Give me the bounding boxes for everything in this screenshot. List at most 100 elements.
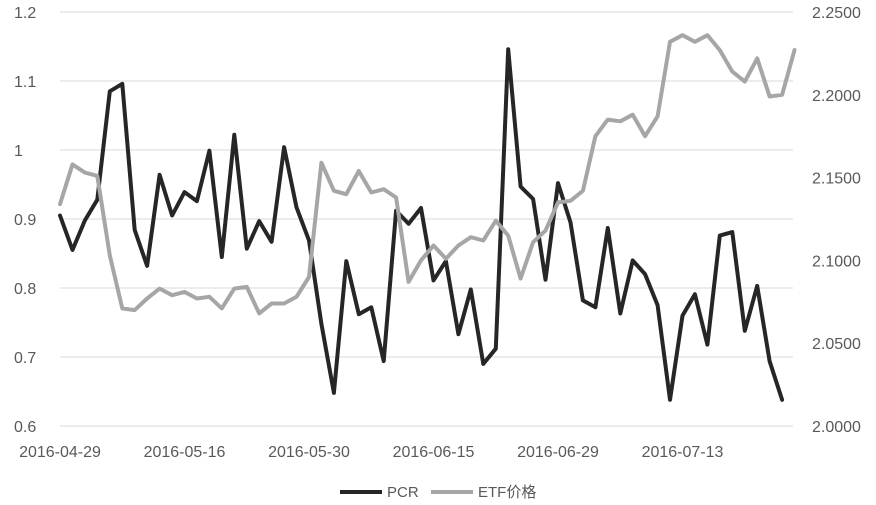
x-tick-label: 2016-05-16 — [144, 444, 226, 461]
data-point — [483, 240, 484, 241]
y-right-tick-label: 2.2500 — [812, 5, 861, 22]
data-point — [408, 281, 409, 282]
data-point — [246, 248, 247, 249]
data-point — [97, 199, 98, 200]
data-point — [744, 330, 745, 331]
data-point — [732, 71, 733, 72]
data-point — [196, 298, 197, 299]
data-point — [445, 258, 446, 259]
gridlines — [60, 11, 793, 427]
data-point — [558, 202, 559, 203]
data-point — [694, 41, 695, 42]
y-right-tick-label: 2.0000 — [812, 419, 861, 436]
y-left-tick-label: 1.2 — [14, 5, 36, 22]
data-point — [184, 192, 185, 193]
data-point — [607, 119, 608, 120]
data-point — [147, 265, 148, 266]
data-point — [259, 313, 260, 314]
data-point — [221, 308, 222, 309]
data-point — [109, 255, 110, 256]
legend-label: PCR — [387, 484, 419, 501]
data-point — [570, 222, 571, 223]
data-point — [769, 96, 770, 97]
y-left-tick-label: 0.9 — [14, 212, 36, 229]
data-point — [470, 289, 471, 290]
data-point — [782, 94, 783, 95]
data-point — [296, 296, 297, 297]
data-point — [172, 295, 173, 296]
data-point — [122, 83, 123, 84]
data-point — [794, 50, 795, 51]
data-point — [719, 50, 720, 51]
data-point — [558, 183, 559, 184]
data-point — [333, 392, 334, 393]
y-left-tick-label: 0.8 — [14, 281, 36, 298]
y-left-tick-label: 0.7 — [14, 350, 36, 367]
data-point — [234, 288, 235, 289]
data-point — [682, 315, 683, 316]
data-point — [458, 334, 459, 335]
x-tick-label: 2016-04-29 — [19, 444, 101, 461]
data-point — [358, 314, 359, 315]
data-point — [707, 35, 708, 36]
data-point — [757, 285, 758, 286]
data-point — [321, 162, 322, 163]
data-point — [72, 250, 73, 251]
series-lines — [58, 33, 797, 402]
data-point — [309, 276, 310, 277]
y-left-tick-label: 0.6 — [14, 419, 36, 436]
data-point — [172, 215, 173, 216]
data-point — [346, 194, 347, 195]
data-point — [707, 344, 708, 345]
data-point — [396, 197, 397, 198]
data-point — [769, 361, 770, 362]
left-y-axis: 0.6 0.7 0.8 0.9 1 1.1 1.2 — [14, 5, 36, 436]
data-point — [545, 230, 546, 231]
data-point — [321, 323, 322, 324]
data-point — [122, 308, 123, 309]
data-point — [184, 291, 185, 292]
data-point — [744, 81, 745, 82]
data-point — [383, 361, 384, 362]
data-point — [60, 215, 61, 216]
data-point — [371, 192, 372, 193]
data-point — [533, 242, 534, 243]
data-point — [508, 49, 509, 50]
x-tick-label: 2016-05-30 — [268, 444, 350, 461]
data-point — [632, 260, 633, 261]
data-point — [445, 261, 446, 262]
data-point — [607, 227, 608, 228]
data-point — [632, 114, 633, 115]
data-point — [732, 232, 733, 233]
data-point — [421, 260, 422, 261]
data-point — [520, 278, 521, 279]
y-left-tick-label: 1 — [14, 143, 23, 160]
data-point — [495, 348, 496, 349]
data-point — [458, 245, 459, 246]
data-point — [545, 279, 546, 280]
data-point — [657, 305, 658, 306]
data-point — [271, 241, 272, 242]
data-point — [209, 150, 210, 151]
data-point — [433, 245, 434, 246]
data-point — [483, 363, 484, 364]
data-point — [495, 220, 496, 221]
data-point — [284, 147, 285, 148]
data-point — [670, 399, 671, 400]
data-point — [645, 274, 646, 275]
data-point — [645, 136, 646, 137]
data-point — [694, 294, 695, 295]
data-point — [284, 303, 285, 304]
data-point — [147, 298, 148, 299]
data-point — [595, 307, 596, 308]
data-point — [234, 134, 235, 135]
legend-label: ETF价格 — [478, 484, 536, 501]
data-point — [582, 300, 583, 301]
data-point — [582, 190, 583, 191]
x-tick-label: 2016-07-13 — [642, 444, 724, 461]
data-point — [97, 175, 98, 176]
data-point — [60, 204, 61, 205]
data-point — [620, 313, 621, 314]
data-point — [508, 235, 509, 236]
